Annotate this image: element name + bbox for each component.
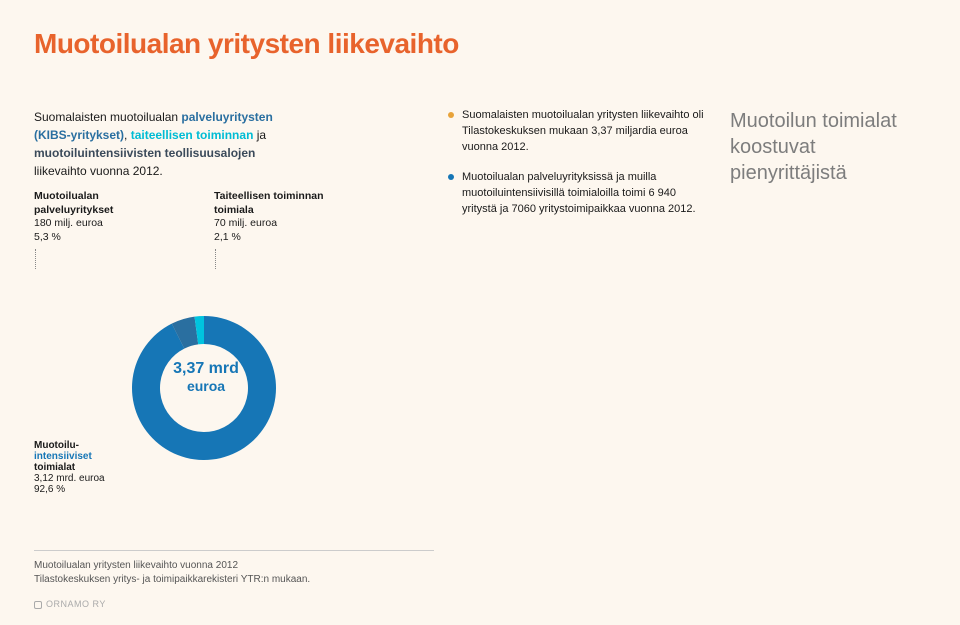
bullet-dot-icon (448, 112, 454, 118)
bullet-item: Suomalaisten muotoilualan yritysten liik… (448, 108, 708, 156)
label-services-value: 180 milj. euroa (34, 217, 144, 231)
label-intensive-l3: toimialat (34, 462, 124, 473)
label-services-heading: Muotoilualan palveluyritykset (34, 190, 144, 217)
bullet-list: Suomalaisten muotoilualan yritysten liik… (448, 108, 708, 232)
bullet-text: Suomalaisten muotoilualan yritysten liik… (462, 108, 708, 156)
label-intensive-l2: intensiiviset (34, 451, 124, 462)
label-arts-value: 70 milj. euroa (214, 217, 324, 231)
label-intensive-l1: Muotoilu- (34, 440, 124, 451)
caption-line2: Tilastokeskuksen yritys- ja toimipaikkar… (34, 573, 434, 587)
caption-line1: Muotoilualan yritysten liikevaihto vuonn… (34, 559, 434, 573)
intro-sep1: , (124, 128, 131, 142)
intro-art: taiteellisen toiminnan (131, 128, 254, 142)
footer-credit: ORNAMO RY (34, 599, 106, 609)
leader-line-icon (35, 249, 144, 269)
donut-center-unit: euroa (166, 378, 246, 394)
pull-quote: Muotoilun toimialat koostuvat pienyrittä… (730, 108, 926, 232)
bullet-item: Muotoilualan palveluyrityksissä ja muill… (448, 170, 708, 218)
label-services: Muotoilualan palveluyritykset 180 milj. … (34, 190, 144, 269)
chart-caption: Muotoilualan yritysten liikevaihto vuonn… (34, 550, 434, 587)
label-services-pct: 5,3 % (34, 231, 144, 245)
label-intensive: Muotoilu- intensiiviset toimialat 3,12 m… (34, 440, 124, 495)
label-arts-heading: Taiteellisen toiminnan toimiala (214, 190, 324, 217)
donut-center-label: 3,37 mrd euroa (166, 360, 246, 394)
intro-text: Suomalaisten muotoilualan (34, 110, 181, 124)
footer-logo-icon (34, 601, 42, 609)
leader-line-icon (215, 249, 324, 269)
label-intensive-value: 3,12 mrd. euroa (34, 473, 124, 484)
label-arts: Taiteellisen toiminnan toimiala 70 milj.… (214, 190, 324, 269)
bullet-text: Muotoilualan palveluyrityksissä ja muill… (462, 170, 708, 218)
intro-tail: liikevaihto vuonna 2012. (34, 164, 163, 178)
label-arts-pct: 2,1 % (214, 231, 324, 245)
donut-chart: 3,37 mrd euroa Muotoilu- intensiiviset t… (34, 300, 434, 530)
footer-text: ORNAMO RY (46, 599, 106, 609)
label-intensive-pct: 92,6 % (34, 484, 124, 495)
intro-industrial: muotoiluintensiivisten teollisuusalojen (34, 146, 255, 160)
intro-sep2: ja (253, 128, 266, 142)
donut-center-value: 3,37 mrd (166, 360, 246, 378)
bullet-dot-icon (448, 174, 454, 180)
page-title: Muotoilualan yritysten liikevaihto (34, 28, 926, 60)
